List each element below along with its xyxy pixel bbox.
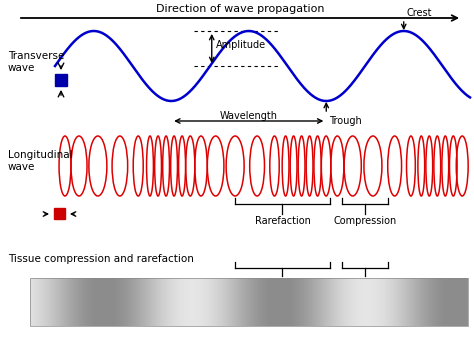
Text: Tissue compression and rarefaction: Tissue compression and rarefaction	[8, 254, 194, 264]
Bar	[54, 208, 65, 219]
Text: Amplitude: Amplitude	[216, 41, 266, 51]
Text: Transverse
wave: Transverse wave	[8, 51, 64, 73]
Text: Direction of wave propagation: Direction of wave propagation	[156, 4, 324, 14]
Bar	[30, 278, 468, 326]
Text: Trough: Trough	[329, 116, 362, 126]
Text: Wavelength: Wavelength	[220, 111, 278, 121]
Text: Crest: Crest	[407, 8, 432, 18]
Text: Compression: Compression	[333, 216, 397, 226]
Text: Rarefaction: Rarefaction	[255, 216, 310, 226]
Text: Longitudinal
wave: Longitudinal wave	[8, 150, 73, 172]
Bar	[55, 74, 67, 86]
